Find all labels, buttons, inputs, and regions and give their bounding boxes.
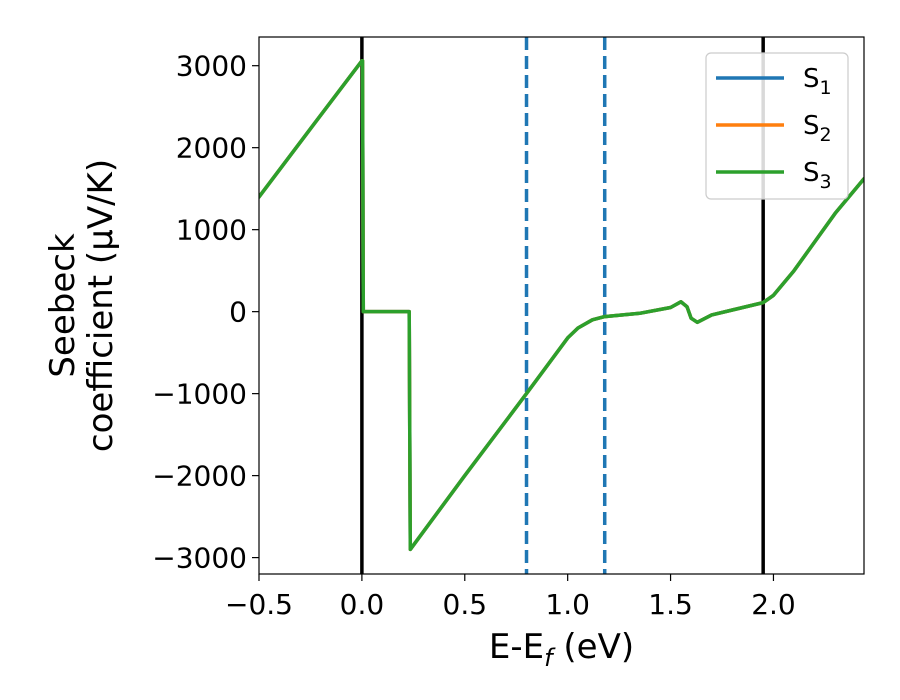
y-tick-label: 2000 (176, 132, 247, 165)
y-tick-label: −1000 (152, 378, 247, 411)
y-axis-label-line2: coefficient (μV/K) (81, 159, 121, 452)
y-tick-label: 3000 (176, 50, 247, 83)
x-tick-label: 1.0 (545, 588, 590, 621)
legend: S1 S2 S3 (705, 52, 849, 200)
y-axis-ticks: 3000 2000 1000 0 −1000 −2000 −3000 (152, 50, 259, 575)
legend-label-s2: S2 (803, 111, 832, 146)
legend-label-s1: S1 (803, 64, 832, 99)
y-tick-label: 0 (229, 296, 247, 329)
y-tick-label: 1000 (176, 214, 247, 247)
x-axis-ticks: −0.5 0.0 0.5 1.0 1.5 2.0 (225, 574, 796, 621)
y-axis-label-line1: Seebeck (43, 233, 83, 378)
y-tick-label: −3000 (152, 542, 247, 575)
x-axis-label: E-Ef (eV) (489, 627, 634, 672)
x-tick-label: 2.0 (751, 588, 796, 621)
plot-frame (258, 36, 865, 575)
vertical-reference-lines (360, 37, 765, 574)
x-tick-label: 0.5 (443, 588, 488, 621)
x-tick-label: −0.5 (225, 588, 293, 621)
legend-label-s3: S3 (803, 158, 832, 193)
y-tick-label: −2000 (152, 460, 247, 493)
x-tick-label: 0.0 (340, 588, 385, 621)
series-line-s3 (259, 59, 864, 552)
x-tick-label: 1.5 (648, 588, 693, 621)
series-layer (259, 59, 864, 552)
